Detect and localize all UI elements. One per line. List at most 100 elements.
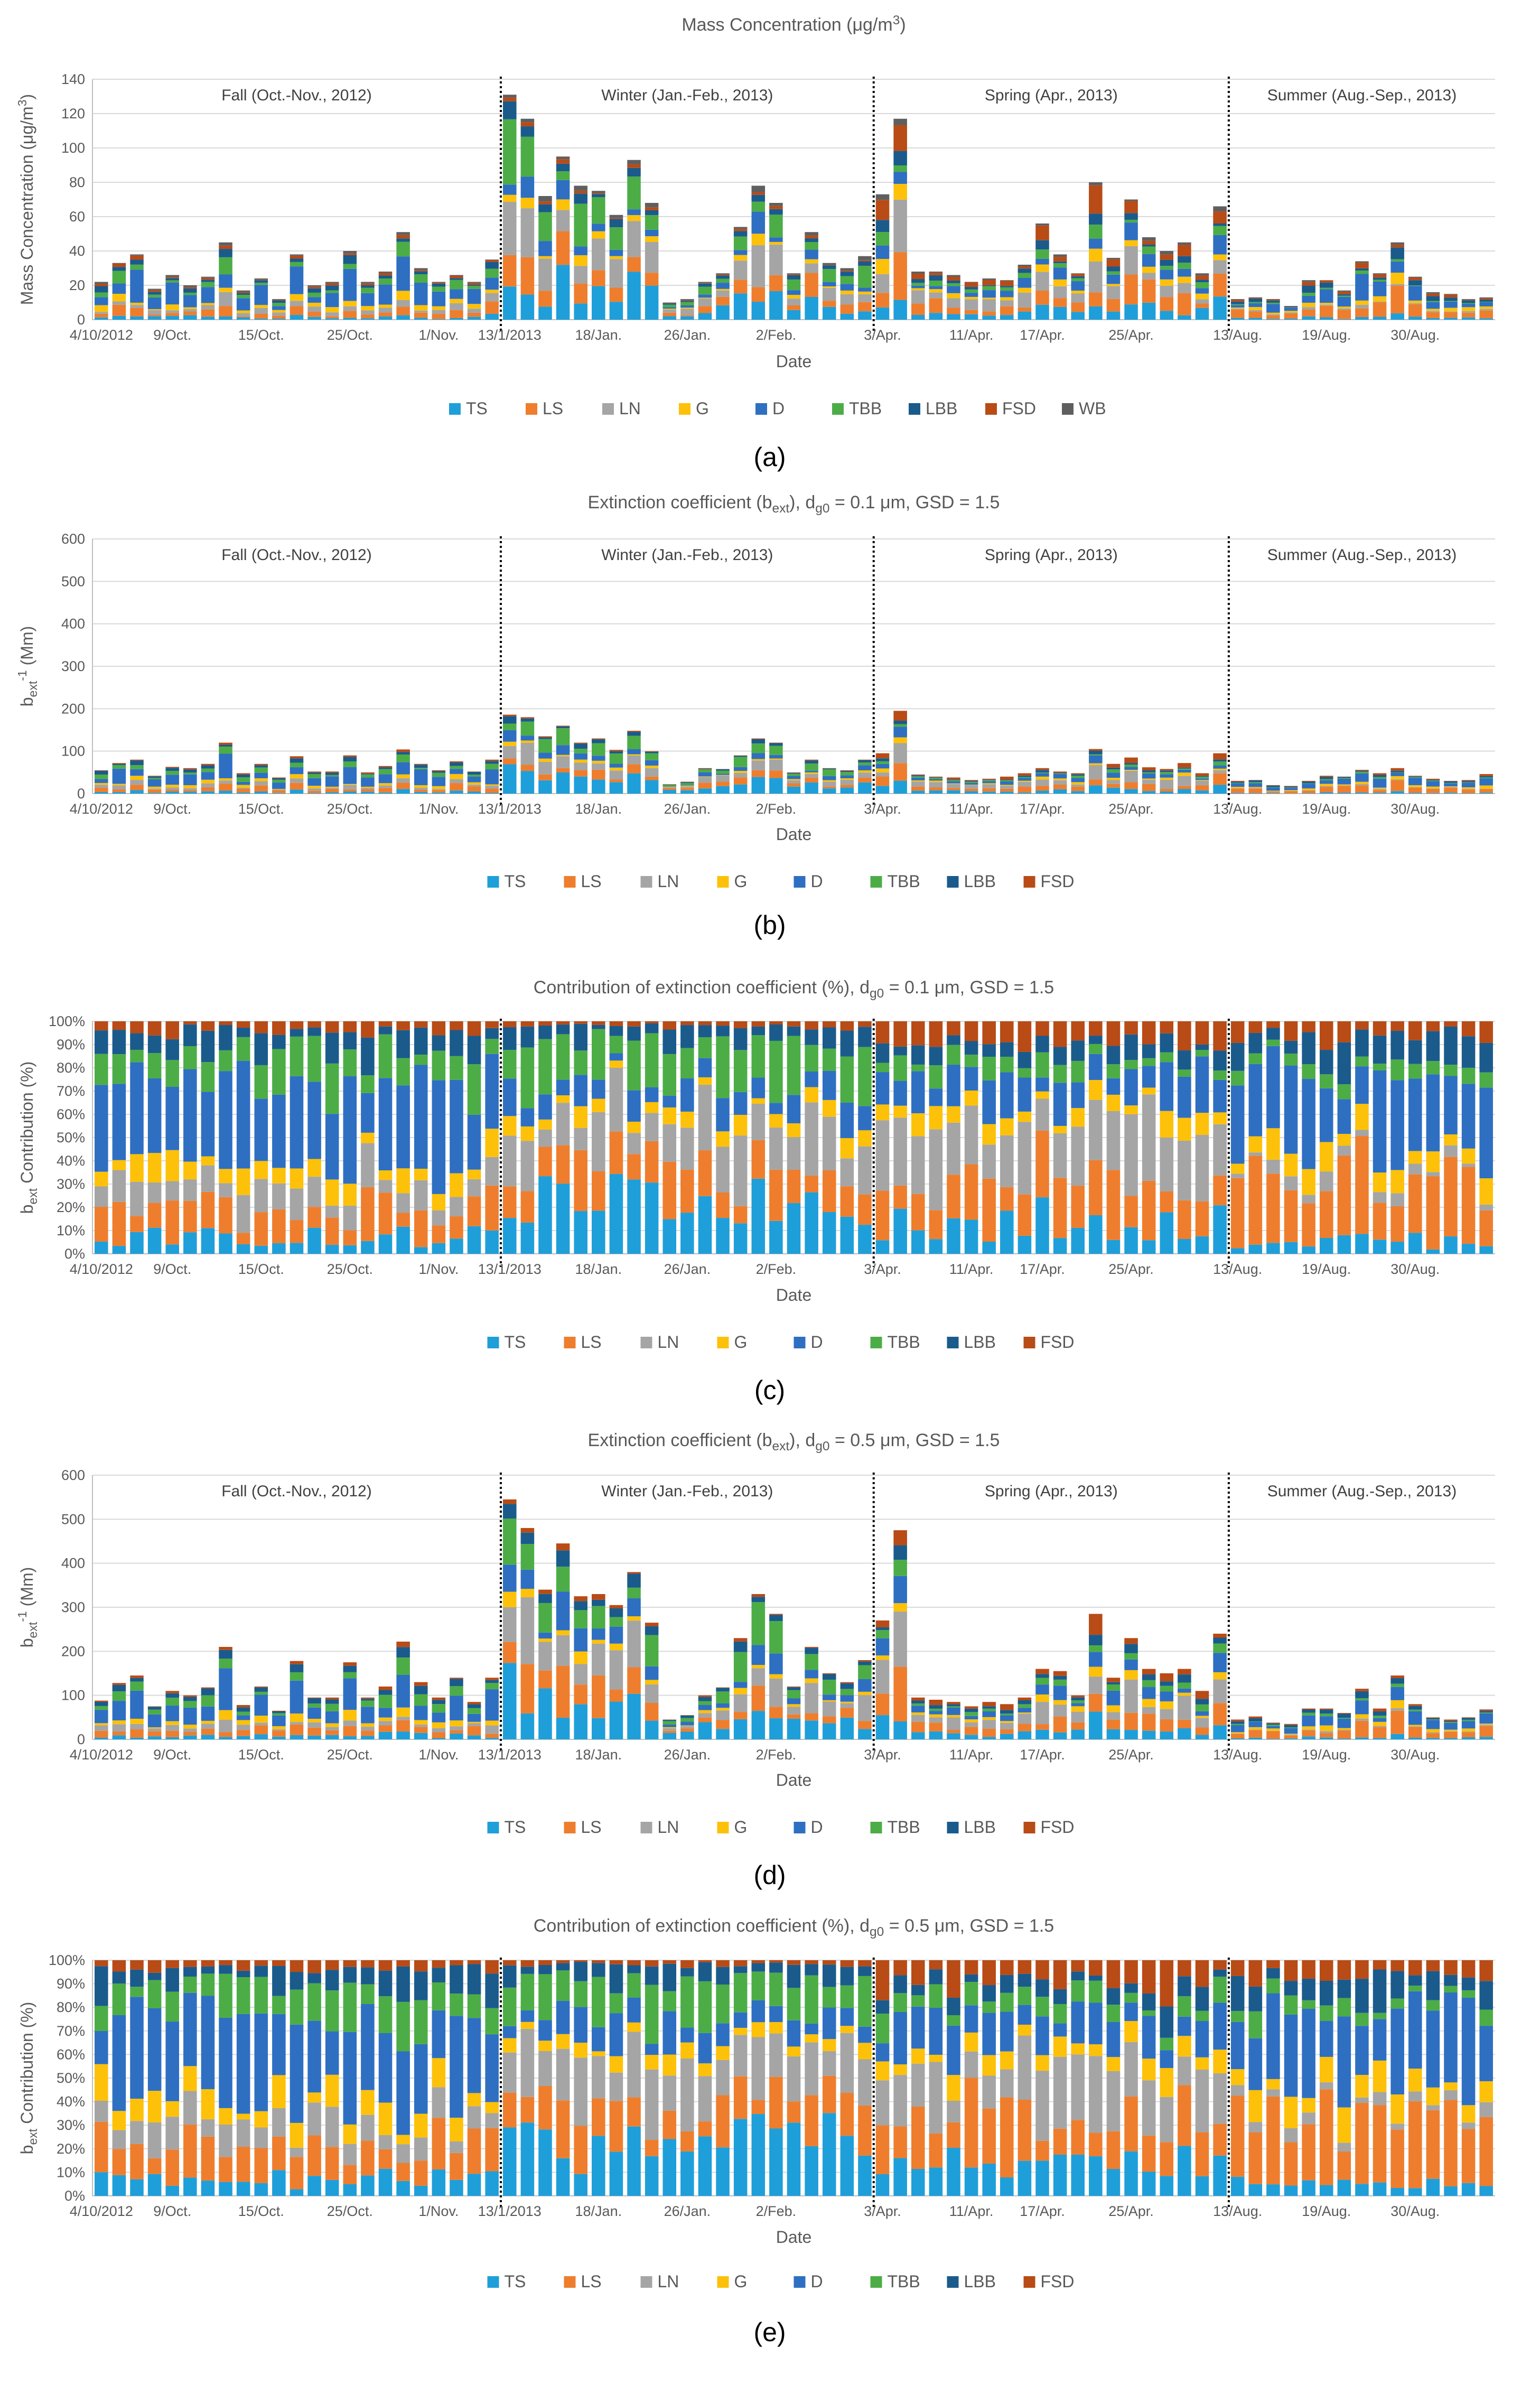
bar-segment-d: [1266, 304, 1280, 313]
bar-segment-d: [272, 306, 286, 310]
bar-segment-d: [130, 269, 144, 303]
bar-segment-d: [662, 2011, 677, 2055]
bar-segment-ln: [716, 1710, 730, 1720]
bar-segment-tbb: [378, 769, 393, 775]
bar-segment-ts: [1124, 1227, 1138, 1254]
bar-segment-ln: [520, 743, 535, 765]
bar-segment-ts: [609, 302, 623, 320]
bar-segment-g: [1124, 240, 1138, 247]
bar-segment-d: [538, 1632, 552, 1639]
bar-segment-g: [1408, 1151, 1422, 1164]
bar-segment-fsd: [1461, 1960, 1476, 1978]
bar-segment-tbb: [1408, 1986, 1422, 1991]
bar-segment-ts: [964, 1735, 978, 1739]
bar-segment-lbb: [592, 1599, 605, 1606]
bar-segment-g: [254, 2111, 268, 2128]
bar-segment-ts: [840, 1717, 854, 1739]
bar-segment-g: [414, 785, 428, 788]
bar-segment-ls: [1319, 305, 1333, 318]
bar-segment-ln: [236, 2119, 250, 2147]
bar-segment-tbb: [1355, 1698, 1369, 1701]
x-tick-label: 11/Apr.: [949, 801, 994, 817]
bar-segment-d: [840, 1102, 854, 1138]
bar-segment-lbb: [343, 1967, 357, 1983]
bar-segment-g: [1248, 1136, 1263, 1153]
bar-segment-ls: [893, 2126, 907, 2158]
bar-segment-ls: [1018, 1724, 1032, 1731]
bar-segment-tbb: [911, 1995, 925, 2007]
bar-segment-lbb: [840, 1967, 854, 1986]
bar-segment-g: [680, 785, 694, 787]
bar-segment-wb: [947, 275, 960, 277]
bar-segment-fsd: [574, 742, 587, 744]
bar-segment-fsd: [1195, 773, 1209, 776]
legend-swatch-ts: [449, 403, 461, 415]
bar-segment-d: [716, 2023, 730, 2046]
bar-segment-g: [1390, 273, 1404, 284]
bar-segment-lbb: [95, 1966, 108, 2006]
bar-segment-fsd: [1390, 1675, 1404, 1679]
bar-segment-g: [272, 2075, 286, 2108]
bar-segment-fsd: [1373, 1021, 1387, 1036]
y-axis-label-main: b: [17, 1638, 36, 1647]
y-axis-label-main: b: [17, 2145, 36, 2155]
bar-segment-ls: [982, 311, 996, 316]
x-tick-label: 9/Oct.: [153, 1747, 191, 1763]
bar-segment-tbb: [645, 1033, 659, 1087]
bar-segment-lbb: [1373, 1969, 1387, 2013]
bar-segment-g: [751, 759, 766, 761]
bar-segment-g: [875, 2061, 890, 2081]
bar-segment-ts: [1106, 787, 1121, 794]
bar-segment-ts: [840, 1216, 854, 1254]
bar-segment-g: [307, 302, 321, 307]
legend-label-ls: LS: [581, 1333, 602, 1352]
bar-segment-g: [450, 2118, 463, 2141]
bar-segment-d: [467, 1713, 481, 1722]
bar-segment-lbb: [1124, 1644, 1138, 1653]
bar-segment-ln: [1071, 1126, 1085, 1186]
bar-segment-ln: [1018, 1713, 1032, 1724]
bar-segment-g: [1106, 1094, 1121, 1111]
bar-segment-g: [1373, 1172, 1387, 1193]
bar-segment-d: [1035, 258, 1049, 265]
legend-swatch-d: [794, 876, 806, 888]
bar-segment-ln: [450, 303, 463, 310]
bar-segment-ts: [219, 316, 232, 320]
bar-segment-ls: [1408, 1727, 1422, 1738]
bar-segment-fsd: [414, 1021, 428, 1028]
bar-segment-wb: [432, 282, 446, 283]
x-tick-label: 1/Nov.: [418, 327, 459, 343]
bar-segment-ts: [1248, 318, 1263, 320]
bar-segment-fsd: [1018, 1960, 1032, 1974]
bar-segment-tbb: [396, 1657, 410, 1675]
x-tick-label: 15/Oct.: [238, 801, 284, 817]
bar-segment-d: [343, 1678, 357, 1710]
bar-segment-g: [1319, 2056, 1333, 2083]
bar-segment-lbb: [396, 1030, 410, 1058]
bar-segment-lbb: [1106, 1988, 1121, 2005]
bar-segment-ln: [858, 772, 872, 778]
bar-segment-ts: [733, 1719, 748, 1739]
bar-segment-wb: [1142, 237, 1156, 241]
bar-segment-ts: [1106, 1729, 1121, 1739]
bar-segment-tbb: [538, 1039, 552, 1095]
legend-label-lbb: LBB: [964, 872, 996, 891]
bar-segment-fsd: [769, 1960, 783, 1963]
bar-segment-ls: [1071, 302, 1085, 312]
bar-segment-lbb: [1302, 1709, 1315, 1713]
bar-segment-d: [183, 1707, 197, 1725]
bar-segment-fsd: [378, 273, 393, 276]
bar-segment-ls: [396, 2163, 410, 2181]
bar-segment-d: [378, 774, 393, 784]
bar-segment-ls: [1302, 2124, 1315, 2181]
bar-segment-ls: [1408, 2101, 1422, 2188]
bar-segment-g: [325, 1723, 339, 1727]
bar-segment-fsd: [361, 1960, 375, 1968]
bar-segment-ln: [1461, 2122, 1476, 2129]
bar-segment-ln: [698, 1085, 712, 1151]
bar-segment-fsd: [538, 736, 552, 738]
bar-segment-fsd: [964, 1960, 978, 1974]
bar-segment-d: [1053, 774, 1067, 779]
bar-segment-fsd: [95, 1021, 108, 1031]
bar-segment-ts: [1284, 1242, 1298, 1254]
